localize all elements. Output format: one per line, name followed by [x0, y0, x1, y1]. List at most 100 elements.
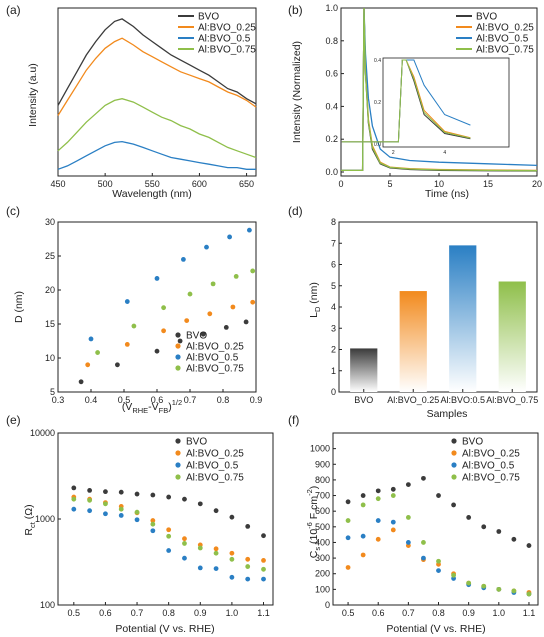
chart-e-ytick-label: 100 [40, 600, 55, 610]
chart-f-point [390, 486, 396, 492]
chart-a-xlabel: Wavelength (nm) [112, 188, 192, 200]
chart-c-point [78, 379, 84, 385]
panel-letter-f: (f) [288, 413, 299, 427]
chart-d-ytick-label: 7 [331, 238, 336, 248]
chart-e-point [118, 506, 124, 512]
chart-d-ytick-label: 2 [331, 345, 336, 355]
chart-f-ytick-label: 900 [315, 459, 330, 469]
chart-f-xtick-label: 0.6 [372, 608, 385, 618]
chart-e-point [245, 576, 251, 582]
chart-c-point [154, 348, 160, 354]
chart-e-point [213, 508, 219, 514]
chart-d-xlabel: Samples [427, 408, 468, 420]
chart-e-point [103, 501, 108, 507]
chart-f-legend-label: Al:BVO_0.25 [462, 449, 520, 460]
chart-b-legend-label: BVO [476, 12, 497, 23]
chart-e-point [182, 541, 187, 546]
chart-e-point [166, 533, 172, 539]
chart-f-point [390, 527, 396, 533]
chart-e-xtick-label: 1.1 [257, 608, 270, 618]
chart-f-ytick-label: 200 [315, 569, 330, 579]
chart-a-xtick-label: 500 [98, 179, 113, 189]
chart-c-point [115, 362, 120, 368]
chart-e-legend-label: Al:BVO_0.75 [186, 473, 244, 484]
chart-c-point [207, 311, 213, 317]
chart-c-point [85, 362, 91, 368]
chart-f-ylabel: Cs (10-6 F cm-2) [305, 486, 322, 559]
chart-a-frame [57, 7, 257, 177]
chart-d-bar [449, 245, 477, 392]
chart-e-point [229, 514, 235, 520]
chart-e-legend-marker [175, 438, 181, 444]
chart-e-point [166, 494, 172, 500]
chart-e-point [213, 566, 219, 572]
chart-b-xtick-label: 10 [434, 179, 444, 189]
chart-b-inset-series-line [341, 59, 471, 143]
chart-e-point [71, 496, 77, 502]
chart-f-ytick-label: 500 [315, 522, 330, 532]
chart-b-ytick-label: 0.0 [325, 167, 338, 177]
chart-f-xtick-label: 0.9 [462, 608, 475, 618]
chart-a-series-line [57, 98, 257, 159]
chart-e-point [197, 545, 203, 551]
chart-e-point [229, 556, 235, 562]
chart-d-xtick-label: BVO [354, 395, 373, 405]
chart-d-xtick-label: Al:BVO_0.75 [486, 395, 538, 405]
chart-d-ytick-label: 1 [331, 366, 336, 376]
chart-a-legend-label: BVO [198, 12, 219, 23]
chart-f-point [526, 591, 532, 597]
chart-e-point [150, 492, 156, 498]
chart-f-frame [332, 432, 539, 606]
chart-f-point [421, 475, 426, 481]
chart-f-ytick-label: 0 [325, 600, 330, 610]
chart-c-legend-marker [175, 354, 181, 360]
chart-e-point [182, 496, 187, 502]
chart-c-point [230, 304, 236, 310]
chart-d-bar [399, 291, 427, 392]
chart-b-inset-xtick-label: 4 [443, 150, 446, 156]
chart-c-legend-marker [175, 343, 181, 349]
chart-f-point [360, 493, 366, 498]
chart-e-point [150, 528, 156, 534]
chart-b-xtick-label: 20 [532, 179, 542, 189]
chart-f-legend-label: BVO [462, 437, 483, 448]
chart-f-point [451, 502, 456, 508]
chart-a-legend-label: Al:BVO_0.25 [198, 23, 256, 34]
chart-e-xtick-label: 0.5 [68, 608, 81, 618]
chart-c-point [187, 291, 193, 297]
chart-e-point [166, 527, 172, 533]
chart-f-legend-marker [451, 438, 457, 444]
chart-c-point [243, 319, 249, 325]
chart-d-ytick-label: 5 [331, 281, 336, 291]
chart-c-point [200, 331, 206, 337]
chart-f-legend-label: Al:BVO_0.75 [462, 473, 520, 484]
chart-f-xlabel: Potential (V vs. RHE) [386, 623, 485, 635]
chart-d-bar [350, 348, 378, 392]
chart-b-xtick-label: 15 [483, 179, 493, 189]
chart-c-legend-label: Al:BVO_0.25 [186, 342, 244, 353]
chart-e-point [182, 555, 187, 561]
chart-f-point [436, 558, 441, 564]
chart-f-point [360, 533, 366, 539]
chart-b-ytick-label: 1.0 [325, 3, 338, 13]
chart-c-xlabel: (VRHE-VFB)1/2 [122, 398, 182, 415]
chart-f-point [345, 499, 351, 505]
chart-e-point [103, 511, 108, 517]
chart-d-ytick-label: 6 [331, 260, 336, 270]
chart-b-ytick-label: 0.6 [325, 69, 338, 79]
chart-c-xtick-label: 0.6 [151, 395, 164, 405]
chart-e-point [213, 546, 219, 552]
chart-e-point [87, 508, 93, 514]
chart-f-xtick-label: 1.0 [493, 608, 506, 618]
chart-e-legend-marker [175, 474, 181, 480]
chart-e-point [261, 558, 266, 563]
chart-d-bar [498, 281, 526, 392]
chart-f-point [360, 552, 366, 558]
panel-letter-e: (e) [6, 413, 21, 427]
chart-e-point [229, 550, 235, 556]
chart-f-point [451, 572, 456, 578]
chart-a-legend-label: Al:BVO_0.75 [198, 45, 256, 56]
chart-e-point [103, 489, 108, 495]
chart-b-ytick-label: 0.2 [325, 134, 338, 144]
chart-e-point [150, 518, 156, 523]
